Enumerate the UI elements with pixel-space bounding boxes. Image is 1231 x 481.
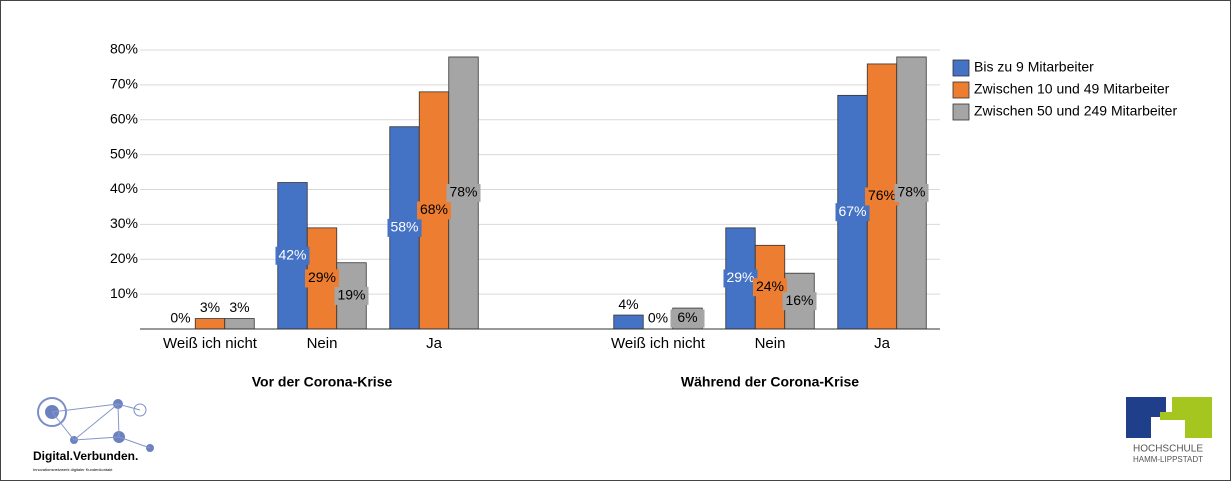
y-tick-label: 10% (110, 285, 138, 301)
data-label: 0% (170, 310, 190, 326)
data-label: 78% (897, 184, 925, 200)
data-label-bg (670, 309, 705, 328)
data-label-bg (894, 183, 929, 202)
data-label: 78% (449, 184, 477, 200)
x-tick-label: Ja (426, 335, 443, 352)
data-label-bg (446, 183, 481, 202)
legend-label: Zwischen 10 und 49 Mitarbeiter (974, 81, 1170, 97)
data-label: 58% (390, 219, 418, 235)
data-label-bg (305, 269, 339, 288)
logo-line1: HOCHSCHULE (1133, 444, 1203, 455)
legend-label: Zwischen 50 und 249 Mitarbeiter (974, 103, 1177, 119)
data-label: 3% (200, 299, 220, 315)
y-tick-label: 40% (110, 180, 138, 196)
y-tick-label: 20% (110, 250, 138, 266)
data-label-bg (865, 187, 899, 206)
data-label: 4% (618, 296, 638, 312)
bar (194, 318, 226, 330)
x-tick-label: Nein (755, 335, 786, 352)
bar (224, 318, 255, 330)
data-label-bg (782, 292, 817, 311)
data-label-bg (387, 218, 422, 237)
x-tick-label: Nein (307, 335, 338, 352)
logo-circle (133, 403, 147, 417)
x-tick-label: Ja (874, 335, 891, 352)
logo-circle (37, 397, 67, 427)
data-label: 16% (785, 292, 813, 308)
data-label-bg (753, 278, 787, 297)
group-label: Während der Corona-Krise (681, 374, 859, 390)
data-label-bg (275, 246, 310, 265)
data-label: 29% (726, 269, 754, 285)
y-tick-label: 50% (110, 145, 138, 161)
group-label: Vor der Corona-Krise (252, 374, 393, 390)
logo-line2: HAMM-LIPPSTADT (1133, 455, 1203, 464)
data-label-bg (417, 201, 451, 220)
y-tick-label: 80% (110, 41, 138, 57)
data-label: 67% (838, 203, 866, 219)
logo-block (1126, 417, 1151, 438)
bar (613, 314, 644, 330)
data-label: 42% (278, 246, 306, 262)
data-label-bg (723, 269, 758, 288)
data-label-bg (334, 286, 369, 305)
logo-right: HOCHSCHULE HAMM-LIPPSTADT (1126, 397, 1212, 464)
logo-left: Digital.Verbunden. Innovationsnetzwerk d… (33, 397, 154, 472)
data-label: 29% (308, 269, 336, 285)
legend-swatch (952, 81, 970, 99)
logo-block (1185, 412, 1212, 438)
logo-tagline: Innovationsnetzwerk digitaler Kundenkont… (33, 467, 113, 472)
data-label: 3% (229, 299, 249, 315)
data-label: 19% (337, 287, 365, 303)
data-label: 76% (868, 187, 896, 203)
data-label-bg (835, 203, 870, 222)
data-label: 68% (420, 201, 448, 217)
logo-block (1172, 397, 1212, 412)
y-tick-label: 30% (110, 215, 138, 231)
logo-block (1126, 397, 1166, 417)
logo-name: Digital.Verbunden. (33, 449, 138, 463)
y-tick-label: 60% (110, 110, 138, 126)
data-label: 24% (756, 278, 784, 294)
logo-lines (51, 403, 151, 449)
y-tick-label: 70% (110, 76, 138, 92)
legend-swatch (952, 103, 970, 121)
x-tick-label: Weiß ich nicht (611, 335, 706, 352)
legend-label: Bis zu 9 Mitarbeiter (974, 59, 1094, 75)
data-label: 0% (648, 310, 668, 326)
logo-block (1160, 412, 1185, 420)
x-tick-label: Weiß ich nicht (163, 335, 258, 352)
data-label: 6% (677, 309, 697, 325)
legend-swatch (952, 59, 970, 77)
